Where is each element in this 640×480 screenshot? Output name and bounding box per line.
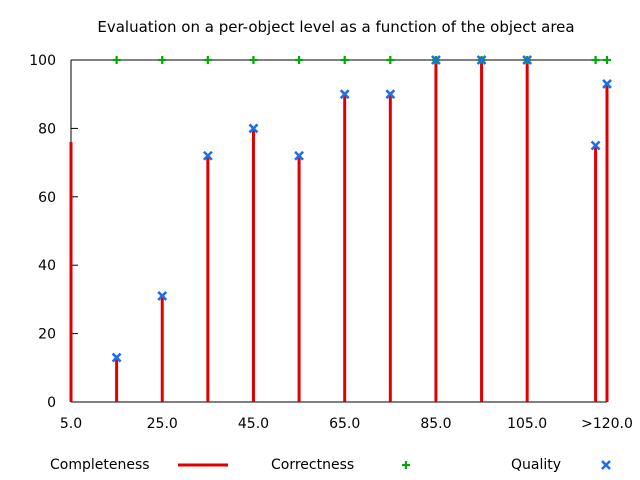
x-tick-label: >120.0 — [581, 416, 633, 432]
quality-point — [294, 150, 305, 161]
legend-swatch-correctness — [402, 461, 410, 469]
chart-marks — [69, 55, 612, 402]
legend-label-correctness: Correctness — [271, 457, 354, 473]
correctness-point — [295, 56, 304, 64]
quality-point — [476, 55, 487, 65]
quality-point — [157, 291, 168, 301]
y-tick-label: 40 — [38, 258, 56, 274]
correctness-point — [249, 56, 258, 64]
x-axis-ticks: 5.0 25.0 45.0 65.0 85.0 105.0 >120.0 — [60, 395, 633, 432]
y-tick-label: 80 — [38, 121, 56, 137]
correctness-point — [603, 56, 611, 64]
quality-point — [522, 55, 533, 65]
legend: Completeness Correctness Quality — [50, 457, 611, 473]
chart-title: Evaluation on a per-object level as a fu… — [97, 18, 574, 36]
x-tick-label: 105.0 — [507, 416, 547, 432]
y-tick-label: 100 — [29, 53, 56, 69]
x-tick-label: 25.0 — [147, 416, 178, 432]
correctness-point — [386, 56, 395, 64]
legend-label-completeness: Completeness — [50, 457, 150, 473]
correctness-point — [158, 56, 167, 64]
legend-label-quality: Quality — [511, 457, 561, 473]
legend-swatch-quality — [601, 460, 611, 470]
legend-cross-marker — [601, 460, 611, 470]
correctness-point — [112, 56, 121, 64]
y-tick-label: 60 — [38, 190, 56, 206]
quality-point — [431, 55, 441, 65]
x-tick-label: 45.0 — [238, 416, 269, 432]
legend-plus-marker — [402, 461, 410, 469]
y-tick-label: 0 — [47, 395, 56, 411]
quality-point — [339, 89, 350, 100]
y-axis-ticks: 0 20 40 60 80 100 — [29, 53, 78, 411]
quality-point — [602, 79, 612, 89]
quality-point — [590, 140, 601, 151]
correctness-point — [591, 56, 600, 64]
quality-point — [248, 123, 259, 134]
x-tick-label: 65.0 — [329, 416, 360, 432]
quality-point — [111, 352, 122, 363]
quality-point — [202, 150, 213, 161]
quality-point — [385, 89, 396, 100]
correctness-point — [203, 56, 212, 64]
correctness-point — [340, 56, 349, 64]
x-tick-label: 85.0 — [420, 416, 451, 432]
x-tick-label: 5.0 — [60, 416, 82, 432]
y-tick-label: 20 — [38, 327, 56, 343]
